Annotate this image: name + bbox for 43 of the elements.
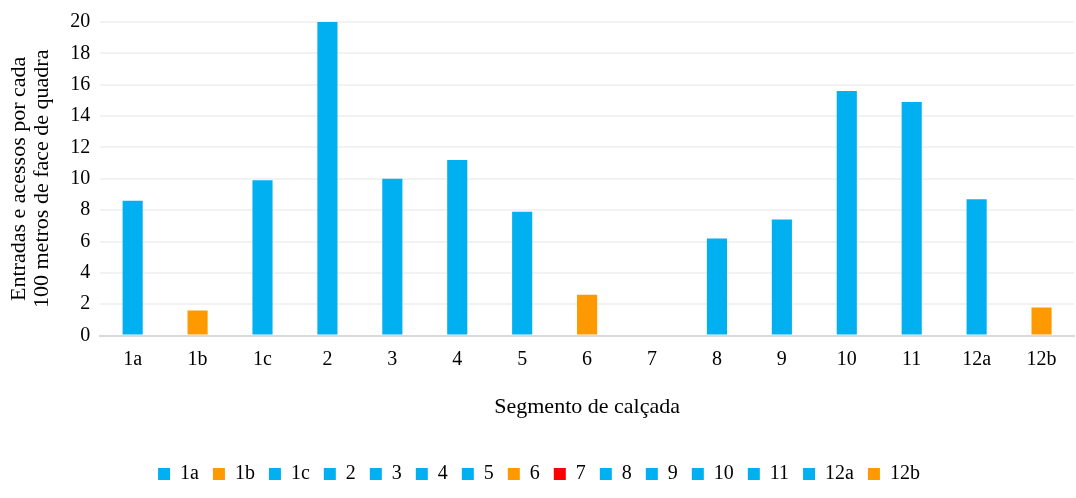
y-tick-label: 8 — [80, 197, 91, 220]
legend-label: 11 — [769, 461, 790, 484]
legend-label: 7 — [575, 461, 586, 484]
y-tick-label: 20 — [70, 9, 91, 32]
x-tick-label: 2 — [322, 346, 333, 369]
y-tick-label: 0 — [80, 322, 91, 345]
legend-label: 3 — [391, 461, 402, 484]
legend-label: 10 — [713, 461, 734, 484]
y-axis-title: Entradas e acessos por cada 100 metros de face de quadra — [5, 49, 54, 308]
legend-label: 2 — [345, 461, 356, 484]
y-tick-label: 16 — [70, 71, 91, 94]
y-tick-label: 18 — [70, 40, 91, 63]
x-tick-label: 1b — [187, 346, 208, 369]
legend-label: 9 — [667, 461, 678, 484]
y-tick-label: 10 — [70, 166, 91, 189]
y-tick-label: 14 — [70, 103, 91, 126]
legend-label: 1b — [234, 461, 255, 484]
x-tick-label: 8 — [711, 346, 722, 369]
x-tick-label: 3 — [387, 346, 398, 369]
x-tick-label: 12b — [1026, 346, 1057, 369]
x-tick-label: 1a — [123, 346, 143, 369]
x-axis-title: Segmento de calçada — [494, 392, 681, 418]
legend-label: 12b — [889, 461, 920, 484]
x-tick-label: 7 — [647, 346, 658, 369]
legend-label: 4 — [437, 461, 448, 484]
x-tick-label: 5 — [517, 346, 528, 369]
x-tick-label: 1c — [253, 346, 273, 369]
legend-label: 1c — [290, 461, 310, 484]
x-tick-label: 6 — [582, 346, 593, 369]
x-tick-label: 11 — [902, 346, 922, 369]
legend-label: 1a — [180, 461, 200, 484]
legend-label: 12a — [825, 461, 855, 484]
y-tick-label: 12 — [70, 134, 91, 157]
x-tick-label: 9 — [776, 346, 787, 369]
x-tick-label: 4 — [452, 346, 463, 369]
legend-label: 8 — [621, 461, 632, 484]
y-tick-label: 2 — [80, 291, 91, 314]
y-tick-label: 6 — [80, 228, 91, 251]
x-tick-label: 12a — [962, 346, 992, 369]
legend-label: 5 — [483, 461, 494, 484]
x-tick-label: 10 — [836, 346, 857, 369]
legend-label: 6 — [529, 461, 540, 484]
y-tick-label: 4 — [80, 260, 91, 283]
